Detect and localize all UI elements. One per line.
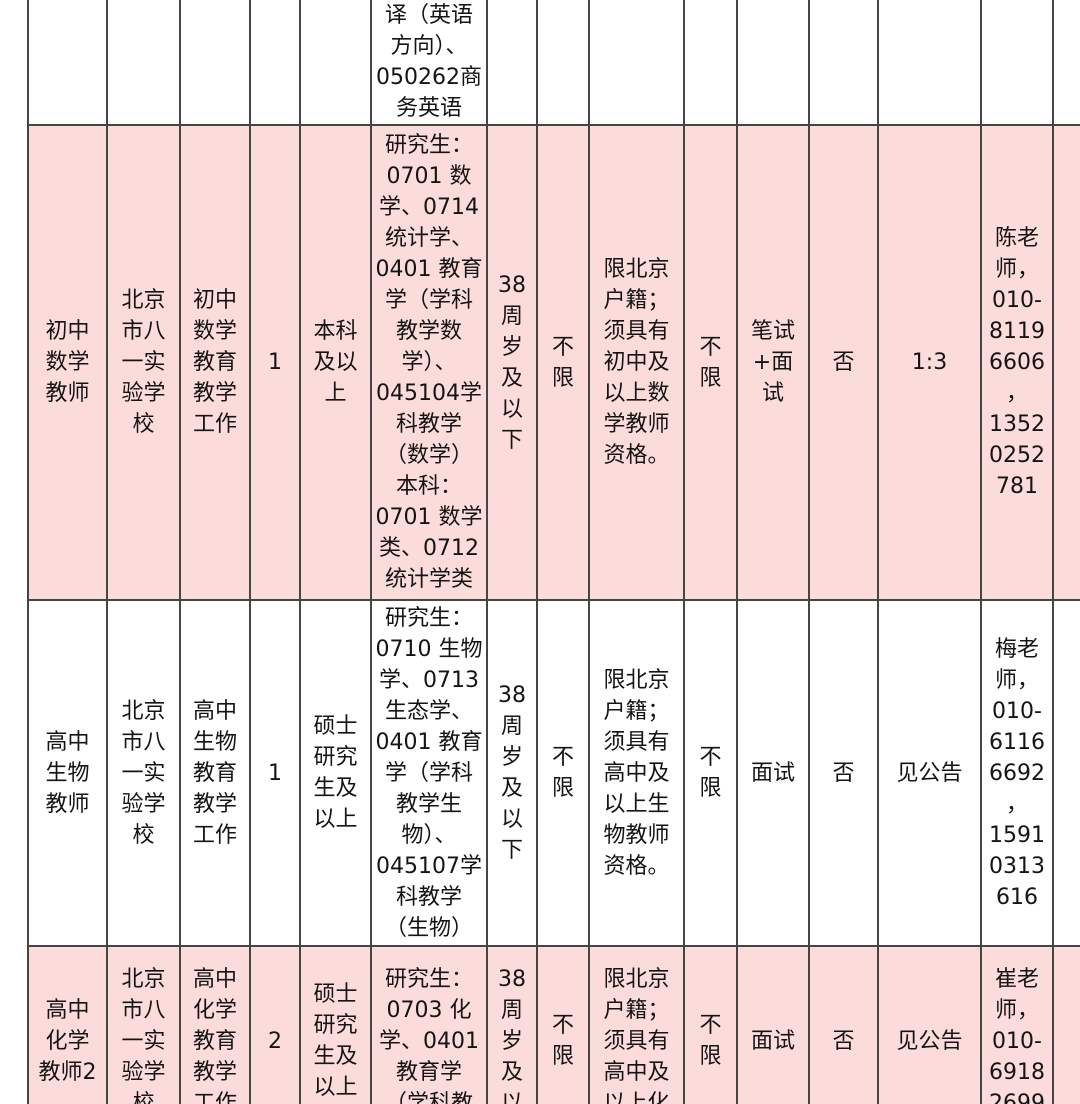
cell-r1-c1-school: 北京 市八 一实 验学 校 xyxy=(106,124,181,601)
cell-r1-c6-age: 38 周 岁 及 以 下 xyxy=(486,124,538,601)
cell-r1-c2-duty: 初中 数学 教育 教学 工作 xyxy=(179,124,251,601)
cell-r2-c7: 不 限 xyxy=(536,599,590,947)
cell-r3-c6-age: 38 周 岁 及 以 xyxy=(486,945,538,1104)
cell-r0-c14 xyxy=(1052,0,1080,126)
cell-r3-c9: 不 限 xyxy=(683,945,738,1104)
cell-r0-c0 xyxy=(27,0,108,126)
cell-r1-c10-exam-type: 笔试 +面 试 xyxy=(736,124,810,601)
cell-r0-c7 xyxy=(536,0,590,126)
cell-r3-c13-contact: 崔老 师， 010- 6918 2699 xyxy=(980,945,1054,1104)
cell-r0-c11 xyxy=(808,0,879,126)
cell-r1-c4-education: 本科 及以 上 xyxy=(299,124,372,601)
table-row-3: 高中 化学 教师2 北京 市八 一实 验学 校 高中 化学 教育 教学 工作 2… xyxy=(27,945,1080,1104)
cell-r0-c1 xyxy=(106,0,181,126)
cell-r3-c3-headcount: 2 xyxy=(249,945,301,1104)
cell-r1-c13-contact: 陈老 师， 010- 8119 6606 ， 1352 0252 781 xyxy=(980,124,1054,601)
cell-r2-c0-position: 高中 生物 教师 xyxy=(27,599,108,947)
cell-r0-c4 xyxy=(299,0,372,126)
cell-r0-c3 xyxy=(249,0,301,126)
cell-r2-c5-major: 研究生： 0710 生物 学、0713 生态学、 0401 教育 学（学科 教学… xyxy=(370,599,488,947)
cell-r0-c13 xyxy=(980,0,1054,126)
cell-r3-c14 xyxy=(1052,945,1080,1104)
table-row-0: 译（英语 方向）、 050262商 务英语 xyxy=(27,0,1080,126)
cell-r2-c10-exam-type: 面试 xyxy=(736,599,810,947)
cell-r0-c10 xyxy=(736,0,810,126)
cell-r3-c10-exam-type: 面试 xyxy=(736,945,810,1104)
cell-r0-c9 xyxy=(683,0,738,126)
cell-r0-c5-major: 译（英语 方向）、 050262商 务英语 xyxy=(370,0,488,126)
cell-r1-c5-major: 研究生： 0701 数 学、0714 统计学、 0401 教育 学（学科 教学数… xyxy=(370,124,488,601)
cell-r1-c12-ratio: 1:3 xyxy=(877,124,982,601)
cell-r1-c11: 否 xyxy=(808,124,879,601)
cell-r2-c2-duty: 高中 生物 教育 教学 工作 xyxy=(179,599,251,947)
cell-r0-c6 xyxy=(486,0,538,126)
cell-r0-c8 xyxy=(588,0,685,126)
cell-r2-c12-ratio: 见公告 xyxy=(877,599,982,947)
cell-r3-c7: 不 限 xyxy=(536,945,590,1104)
cell-r3-c8-requirement: 限北京 户籍； 须具有 高中及 以上化 xyxy=(588,945,685,1104)
cell-r3-c5-major: 研究生： 0703 化 学、0401 教育学 （学科教 xyxy=(370,945,488,1104)
cell-r3-c12-ratio: 见公告 xyxy=(877,945,982,1104)
cell-r2-c14 xyxy=(1052,599,1080,947)
cell-r3-c4-education: 硕士 研究 生及 以上 xyxy=(299,945,372,1104)
table-row-2: 高中 生物 教师 北京 市八 一实 验学 校 高中 生物 教育 教学 工作 1 … xyxy=(27,599,1080,947)
cell-r0-c12 xyxy=(877,0,982,126)
cell-r1-c9: 不 限 xyxy=(683,124,738,601)
cell-r2-c1-school: 北京 市八 一实 验学 校 xyxy=(106,599,181,947)
cell-r3-c0-position: 高中 化学 教师2 xyxy=(27,945,108,1104)
table-row-1: 初中 数学 教师 北京 市八 一实 验学 校 初中 数学 教育 教学 工作 1 … xyxy=(27,124,1080,601)
cell-r2-c3-headcount: 1 xyxy=(249,599,301,947)
cell-r0-c2 xyxy=(179,0,251,126)
cell-r1-c8-requirement: 限北京 户籍； 须具有 初中及 以上数 学教师 资格。 xyxy=(588,124,685,601)
cell-r2-c6-age: 38 周 岁 及 以 下 xyxy=(486,599,538,947)
cell-r3-c2-duty: 高中 化学 教育 教学 工作 xyxy=(179,945,251,1104)
recruitment-table: 译（英语 方向）、 050262商 务英语 初中 数学 教师 北京 市八 一实 … xyxy=(27,0,1080,1104)
cell-r2-c8-requirement: 限北京 户籍； 须具有 高中及 以上生 物教师 资格。 xyxy=(588,599,685,947)
cell-r2-c9: 不 限 xyxy=(683,599,738,947)
cell-r2-c4-education: 硕士 研究 生及 以上 xyxy=(299,599,372,947)
cell-r1-c7: 不 限 xyxy=(536,124,590,601)
cell-r2-c11: 否 xyxy=(808,599,879,947)
cell-r1-c3-headcount: 1 xyxy=(249,124,301,601)
cell-r2-c13-contact: 梅老 师， 010- 6116 6692 ， 1591 0313 616 xyxy=(980,599,1054,947)
cell-r3-c1-school: 北京 市八 一实 验学 校 xyxy=(106,945,181,1104)
cell-r1-c0-position: 初中 数学 教师 xyxy=(27,124,108,601)
cell-r3-c11: 否 xyxy=(808,945,879,1104)
cell-r1-c14 xyxy=(1052,124,1080,601)
